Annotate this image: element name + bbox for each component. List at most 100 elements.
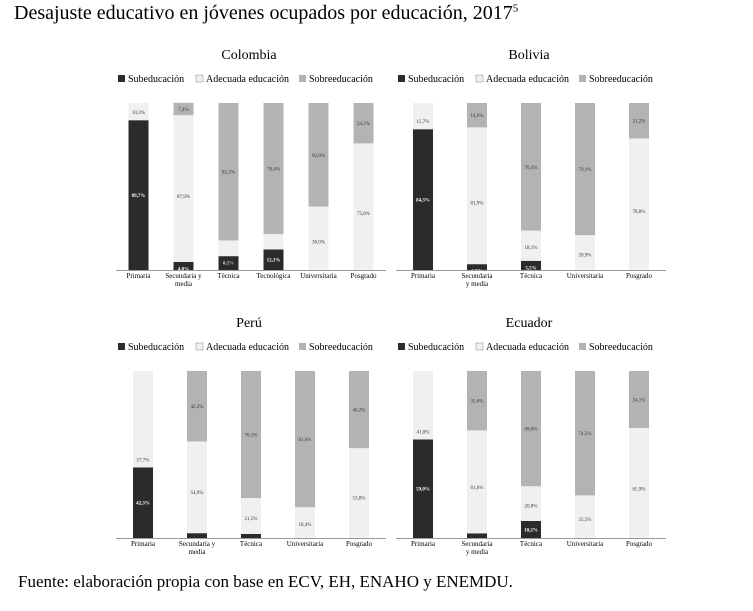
chart-ecuador: Ecuador Subeducación Adecuada educación Sob… xyxy=(396,316,666,556)
category-label: Secundaria y xyxy=(179,540,216,548)
category-label: Técnica xyxy=(520,540,543,548)
data-label-sobreeducacion: 62,0% xyxy=(312,154,325,159)
bar-segment-subeducacion xyxy=(263,249,284,270)
bar-segment-adecuada-educacion xyxy=(629,138,649,270)
bar-stack-secundaria-y-media: 4,8% 87,9% 7,4% xyxy=(173,102,194,272)
data-label-sobreeducacion: 7,4% xyxy=(178,108,188,113)
data-label-adecuada-educacion: 38,0% xyxy=(312,240,325,245)
legend-label: Sobreeducación xyxy=(589,342,653,353)
legend-label: Sobreeducación xyxy=(309,342,373,353)
bar-stack-universitaria: 25,5% 74,5% xyxy=(575,371,595,538)
category-label: Secundaria xyxy=(461,272,493,280)
data-label-sobreeducacion: 46,2% xyxy=(353,409,366,414)
category-label: Universitaria xyxy=(287,540,324,548)
chart-title: Bolivia xyxy=(508,48,550,63)
bar-segment-subeducacion xyxy=(187,533,207,538)
data-label-subeducacion: 3,5% xyxy=(471,270,482,275)
category-label: Posgrado xyxy=(626,272,653,280)
legend-item-adecuada-educacion: Adecuada educación xyxy=(475,342,569,353)
bar-stack-primaria: 84,3% 15,7% xyxy=(413,103,433,270)
bar-segment-adecuada-educacion xyxy=(308,206,329,270)
legend-item-sobreeducacion: Sobreeducación xyxy=(299,342,373,353)
bar-segment-sobreeducacion xyxy=(263,103,284,234)
bar-stack-posgrado: 78,8% 21,2% xyxy=(629,103,649,270)
data-label-sobreeducacion: 76,1% xyxy=(245,434,258,439)
bar-segment-adecuada-educacion xyxy=(521,230,541,261)
legend-swatch xyxy=(118,343,125,350)
data-label-subeducacion: 2,9% xyxy=(191,539,202,544)
legend-swatch xyxy=(195,342,204,351)
bar-segment-adecuada-educacion xyxy=(218,240,239,257)
legend-swatch xyxy=(475,342,484,351)
chart-title: Ecuador xyxy=(506,316,553,331)
bar-stack-tecnica: 5,5% 18,1% 76,4% xyxy=(521,103,541,271)
bar-stack-posgrado: 53,8% 46,2% xyxy=(349,371,369,538)
bar-segment-subeducacion xyxy=(467,533,487,538)
data-label-adecuada-educacion: 20,9% xyxy=(579,253,592,258)
data-label-subeducacion: 12,3% xyxy=(267,259,281,264)
bar-segment-subeducacion xyxy=(173,261,194,270)
legend-item-sobreeducacion: Sobreeducación xyxy=(299,74,373,85)
legend-swatch xyxy=(475,74,484,83)
bar-segment-subeducacion xyxy=(521,260,541,270)
bar-segment-adecuada-educacion xyxy=(413,103,433,130)
bar-segment-adecuada-educacion xyxy=(413,371,433,440)
data-label-adecuada-educacion: 54,9% xyxy=(191,491,204,496)
legend-swatch xyxy=(579,75,586,82)
data-label-adecuada-educacion: 9,3% xyxy=(268,255,278,260)
legend-item-subeducacion: Subeducación xyxy=(118,342,184,353)
figure-title-text: Desajuste educativo en jóvenes ocupados … xyxy=(14,2,513,24)
bar-segment-adecuada-educacion xyxy=(133,371,153,468)
bar-segment-adecuada-educacion xyxy=(173,115,194,262)
bar-segment-adecuada-educacion xyxy=(349,448,369,538)
bar-segment-subeducacion xyxy=(467,264,487,270)
category-label: Primaria xyxy=(411,272,436,280)
bar-segment-subeducacion xyxy=(133,467,153,538)
data-label-subeducacion: 5,5% xyxy=(525,266,536,271)
bar-segment-adecuada-educacion xyxy=(187,441,207,534)
bar-segment-sobreeducacion xyxy=(241,371,261,499)
category-label: Universitaria xyxy=(567,540,604,548)
bar-segment-sobreeducacion xyxy=(467,103,487,128)
bar-segment-sobreeducacion xyxy=(308,103,329,207)
category-label: Secundaria xyxy=(461,540,493,548)
data-label-adecuada-educacion: 75,8% xyxy=(357,212,370,217)
data-label-adecuada-educacion: 18,4% xyxy=(299,523,312,528)
bar-segment-subeducacion xyxy=(218,256,239,270)
legend-swatch xyxy=(195,74,204,83)
legend-label: Subeducación xyxy=(128,342,184,353)
bar-stack-secundaria-y-media: 2,9% 54,9% 42,2% xyxy=(187,371,207,544)
data-label-sobreeducacion: 69,0% xyxy=(525,428,538,433)
data-label-subeducacion: 59,0% xyxy=(416,488,430,493)
bar-segment-sobreeducacion xyxy=(173,102,194,116)
legend-label: Subeducación xyxy=(408,74,464,85)
bar-stack-tecnologica: 12,3%9,3% 78,4% xyxy=(263,103,284,270)
category-label: Técnica xyxy=(240,540,263,548)
data-label-adecuada-educacion: 20,8% xyxy=(525,504,538,509)
legend-item-subeducacion: Subeducación xyxy=(118,74,184,85)
data-label-sobreeducacion: 34,1% xyxy=(633,398,646,403)
data-label-sobreeducacion: 42,2% xyxy=(191,405,204,410)
chart-title: Perú xyxy=(236,316,262,331)
legend-swatch xyxy=(398,343,405,350)
legend-label: Sobreeducación xyxy=(309,74,373,85)
bar-segment-sobreeducacion xyxy=(575,371,595,496)
legend-item-sobreeducacion: Sobreeducación xyxy=(579,342,653,353)
bar-segment-subeducacion xyxy=(521,520,541,538)
category-label: media xyxy=(175,280,193,288)
data-label-subeducacion: 84,3% xyxy=(416,199,430,204)
bar-stack-secundaria-y-media: 2,8% 61,6% 35,6% xyxy=(467,371,487,544)
data-label-adecuada-educacion: 10,3% xyxy=(132,111,145,116)
chart-colombia: Colombia Subeducación Adecuada educación So… xyxy=(116,48,386,288)
legend-label: Sobreeducación xyxy=(589,74,653,85)
legend-label: Adecuada educación xyxy=(206,342,289,353)
data-label-sobreeducacion: 79,1% xyxy=(579,168,592,173)
bar-stack-universitaria: 38,0% 62,0% xyxy=(308,103,329,270)
bar-segment-adecuada-educacion xyxy=(128,103,149,121)
category-label: Secundaria y xyxy=(165,272,202,280)
bar-segment-adecuada-educacion xyxy=(467,430,487,534)
legend-label: Subeducación xyxy=(408,342,464,353)
data-label-subeducacion: 42,3% xyxy=(136,502,150,507)
category-label: Posgrado xyxy=(350,272,377,280)
bar-segment-adecuada-educacion xyxy=(467,127,487,265)
